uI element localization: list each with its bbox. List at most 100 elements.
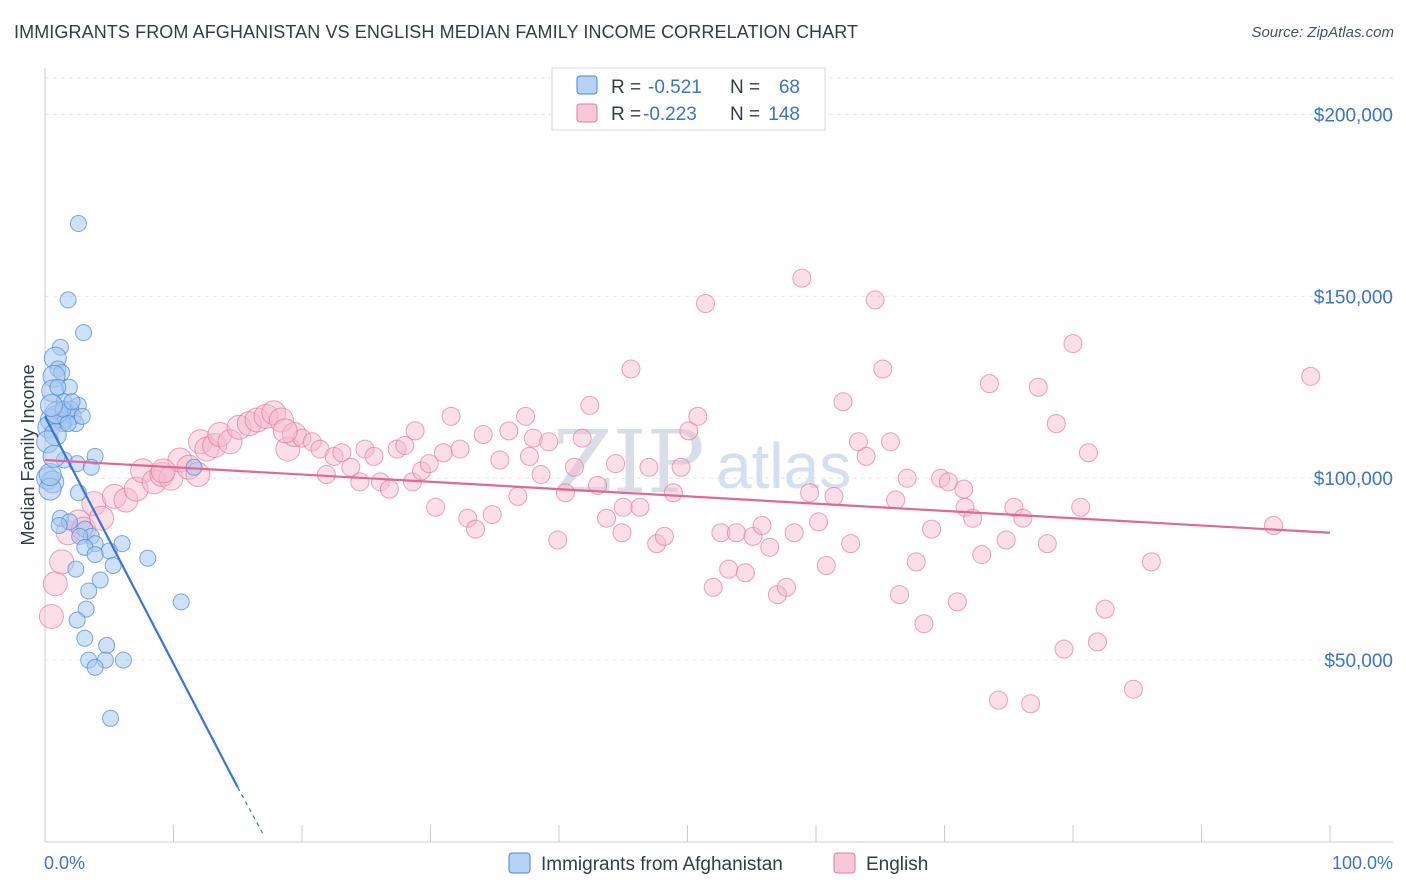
english-point	[275, 436, 301, 462]
y-tick-label: $150,000	[1314, 287, 1393, 308]
afghanistan-point	[69, 215, 87, 233]
english-point	[703, 577, 723, 597]
stats-legend: R = -0.521 N = 68 R = -0.223 N = 148	[551, 67, 826, 131]
english-point	[419, 454, 439, 474]
afghanistan-point	[73, 407, 91, 425]
english-point	[1013, 508, 1033, 528]
english-point	[1141, 552, 1161, 572]
english-point	[350, 472, 370, 492]
english-point	[719, 559, 739, 579]
afghanistan-point	[86, 658, 104, 676]
x-tick-max: 100.0%	[1332, 853, 1393, 873]
english-point	[726, 523, 746, 543]
english-point	[760, 537, 780, 557]
english-point	[711, 523, 731, 543]
english-point	[784, 523, 804, 543]
legend-swatch-english	[833, 852, 856, 874]
stats-legend-box	[551, 67, 826, 131]
english-point	[881, 432, 901, 452]
english-point	[516, 406, 536, 426]
english-point	[938, 472, 958, 492]
chart-source: Source: ZipAtlas.com	[1251, 24, 1394, 41]
english-point	[996, 530, 1016, 550]
english-points	[38, 268, 1321, 714]
english-point	[914, 614, 934, 634]
english-point	[597, 508, 617, 528]
english-point	[405, 421, 425, 441]
y-tick-label: $200,000	[1314, 105, 1393, 126]
y-tick-label: $50,000	[1324, 651, 1393, 672]
stats-swatch-english	[576, 103, 598, 123]
english-point	[580, 395, 600, 415]
chart-title: IMMIGRANTS FROM AFGHANISTAN VS ENGLISH M…	[14, 22, 859, 42]
english-point	[979, 374, 999, 394]
gridlines	[45, 77, 1393, 661]
stats-n-label-english: N =	[730, 104, 760, 125]
english-point	[1078, 443, 1098, 463]
english-point	[564, 457, 584, 477]
english-point	[752, 515, 772, 535]
english-point	[1095, 599, 1115, 619]
english-point	[856, 446, 876, 466]
y-tick-label: $100,000	[1314, 469, 1393, 490]
afghanistan-point	[49, 378, 67, 396]
legend-label-afghanistan: Immigrants from Afghanistan	[541, 854, 783, 875]
english-point	[332, 443, 352, 463]
english-point	[519, 446, 539, 466]
english-point	[523, 428, 543, 448]
english-point	[38, 603, 64, 629]
english-point	[1087, 632, 1107, 652]
english-point	[1263, 515, 1283, 535]
stats-r-label-afghanistan: R =	[611, 77, 641, 98]
english-point	[816, 556, 836, 576]
english-point	[508, 486, 528, 506]
english-point	[236, 411, 262, 437]
english-point	[458, 508, 478, 528]
english-point	[639, 457, 659, 477]
english-point	[1301, 366, 1321, 386]
afghanistan-point	[76, 629, 94, 647]
english-point	[906, 552, 926, 572]
afghanistan-points	[36, 215, 203, 727]
stats-r-value-english: -0.223	[643, 104, 697, 125]
afghanistan-point	[59, 291, 77, 309]
english-point	[379, 479, 399, 499]
english-point	[490, 450, 510, 470]
english-point	[612, 523, 632, 543]
english-point	[897, 468, 917, 488]
english-point	[630, 497, 650, 517]
english-point	[647, 534, 667, 554]
afghanistan-point	[77, 600, 95, 618]
english-point	[886, 490, 906, 510]
english-point	[833, 392, 853, 412]
english-point	[555, 483, 575, 503]
english-point	[735, 563, 755, 583]
stats-n-label-afghanistan: N =	[730, 77, 760, 98]
english-point	[473, 425, 493, 445]
afghanistan-point	[114, 651, 132, 669]
english-point	[426, 497, 446, 517]
english-point	[972, 545, 992, 565]
english-point	[292, 428, 312, 448]
english-point	[412, 461, 432, 481]
english-point	[1071, 497, 1091, 517]
english-point	[679, 421, 699, 441]
english-point	[539, 432, 559, 452]
english-point	[272, 418, 298, 444]
english-point	[848, 432, 868, 452]
english-point	[1054, 639, 1074, 659]
english-point	[809, 512, 829, 532]
afghanistan-point	[172, 593, 190, 611]
english-point	[141, 469, 167, 495]
english-point	[1028, 377, 1048, 397]
english-point	[194, 436, 220, 462]
english-point	[621, 359, 641, 379]
english-point	[1046, 414, 1066, 434]
english-point	[450, 439, 470, 459]
english-point	[1037, 534, 1057, 554]
english-point	[395, 435, 415, 455]
stats-r-value-afghanistan: -0.521	[648, 77, 702, 98]
afghanistan-point	[113, 535, 131, 553]
stats-n-value-afghanistan: 68	[779, 77, 800, 98]
